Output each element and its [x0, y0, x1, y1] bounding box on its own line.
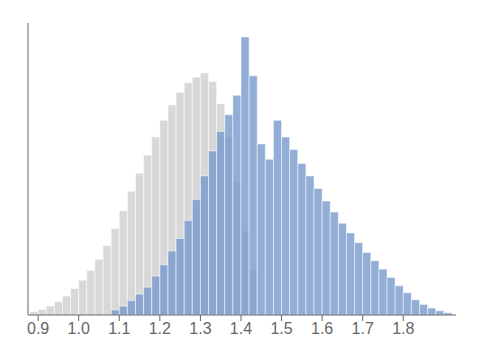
svg-text:1.0: 1.0 — [68, 320, 90, 337]
svg-text:1.1: 1.1 — [108, 320, 130, 337]
svg-text:1.3: 1.3 — [189, 320, 211, 337]
svg-text:1.8: 1.8 — [392, 320, 414, 337]
svg-text:1.4: 1.4 — [230, 320, 252, 337]
svg-text:0.9: 0.9 — [27, 320, 49, 337]
svg-text:1.7: 1.7 — [352, 320, 374, 337]
svg-text:1.6: 1.6 — [311, 320, 333, 337]
svg-text:1.5: 1.5 — [270, 320, 292, 337]
svg-text:1.2: 1.2 — [149, 320, 171, 337]
